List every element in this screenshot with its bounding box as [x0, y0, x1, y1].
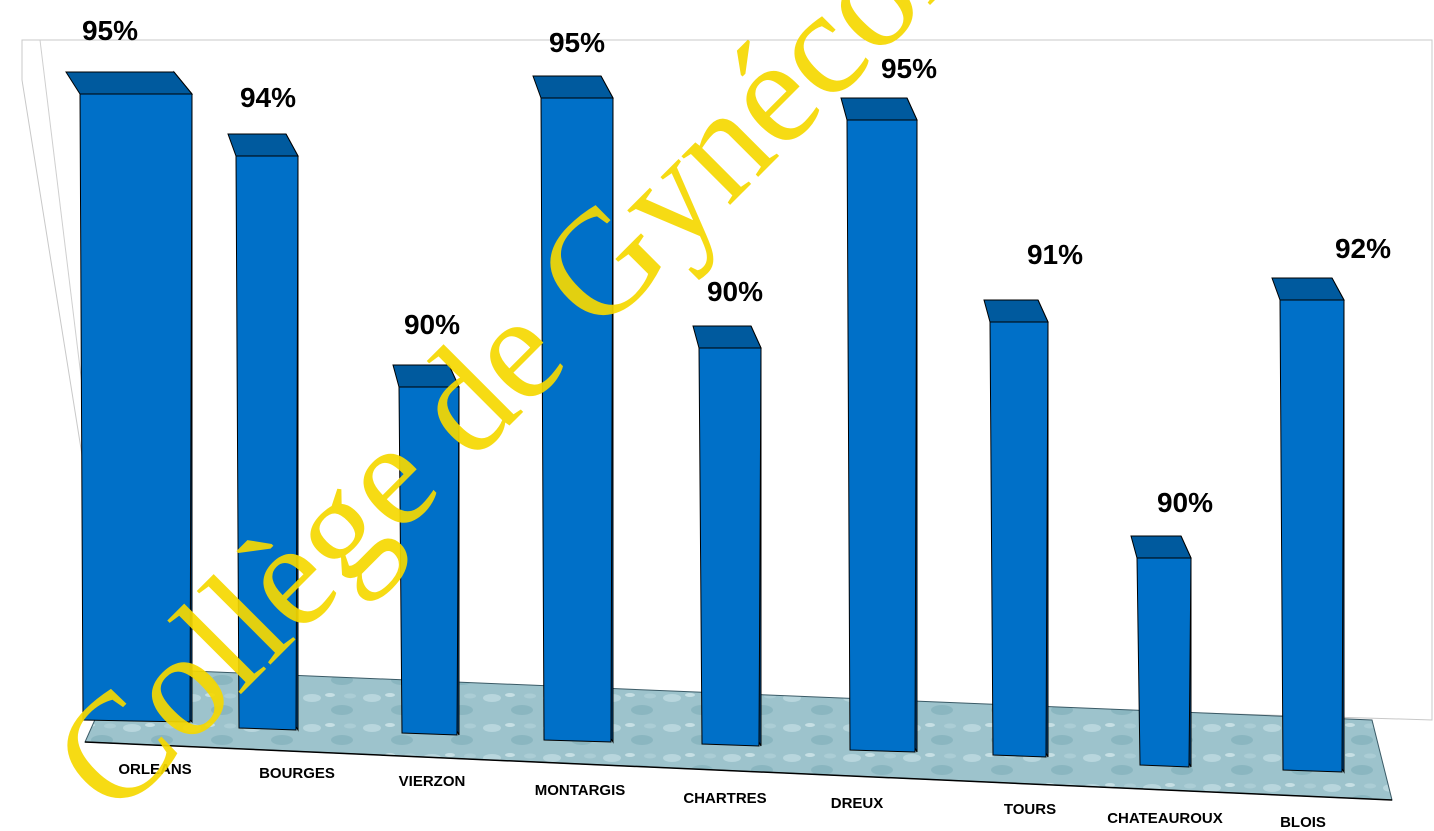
bar-top	[1271, 277, 1345, 301]
category-label: BLOIS	[1280, 814, 1326, 831]
data-label: 90%	[404, 309, 460, 340]
category-label: CHATEAUROUX	[1107, 810, 1223, 827]
data-label: 90%	[1157, 487, 1213, 518]
data-label: 95%	[549, 27, 605, 58]
bar-front	[398, 386, 460, 736]
category-label: VIERZON	[399, 773, 466, 790]
bar-front	[1279, 299, 1345, 773]
bar-front	[846, 119, 918, 753]
bar-tours	[983, 299, 1049, 758]
data-label: 95%	[881, 53, 937, 84]
bar-top	[1130, 535, 1192, 559]
bar-bourges	[227, 133, 299, 732]
bar-front	[235, 155, 299, 731]
bar-top	[532, 75, 614, 99]
category-label: BOURGES	[259, 765, 335, 782]
category-label: CHARTRES	[683, 790, 766, 807]
data-label: 90%	[707, 276, 763, 307]
bar-front	[698, 347, 762, 747]
bar-front	[1136, 557, 1192, 768]
data-label: 94%	[240, 82, 296, 113]
category-label: DREUX	[831, 795, 884, 812]
category-label: ORLEANS	[118, 761, 191, 778]
data-label: 95%	[82, 15, 138, 46]
bar-orleans	[65, 70, 194, 724]
bar-top	[227, 133, 299, 157]
bar-chartres	[692, 325, 762, 747]
bar-montargis	[532, 75, 614, 744]
data-label: 91%	[1027, 239, 1083, 270]
bar-top	[983, 299, 1049, 323]
bar-front	[79, 93, 193, 723]
category-label: MONTARGIS	[535, 782, 626, 799]
bar-blois	[1271, 277, 1345, 774]
bar-dreux	[840, 97, 918, 753]
bar-vierzon	[392, 364, 460, 736]
bar-front	[540, 97, 614, 743]
data-label: 92%	[1335, 233, 1391, 264]
bar-top	[65, 71, 194, 95]
bar-top	[692, 325, 762, 349]
bar-chateauroux	[1130, 535, 1192, 768]
bar-front	[989, 321, 1049, 758]
category-label: TOURS	[1004, 801, 1056, 818]
floor-front-edge	[84, 741, 1393, 801]
